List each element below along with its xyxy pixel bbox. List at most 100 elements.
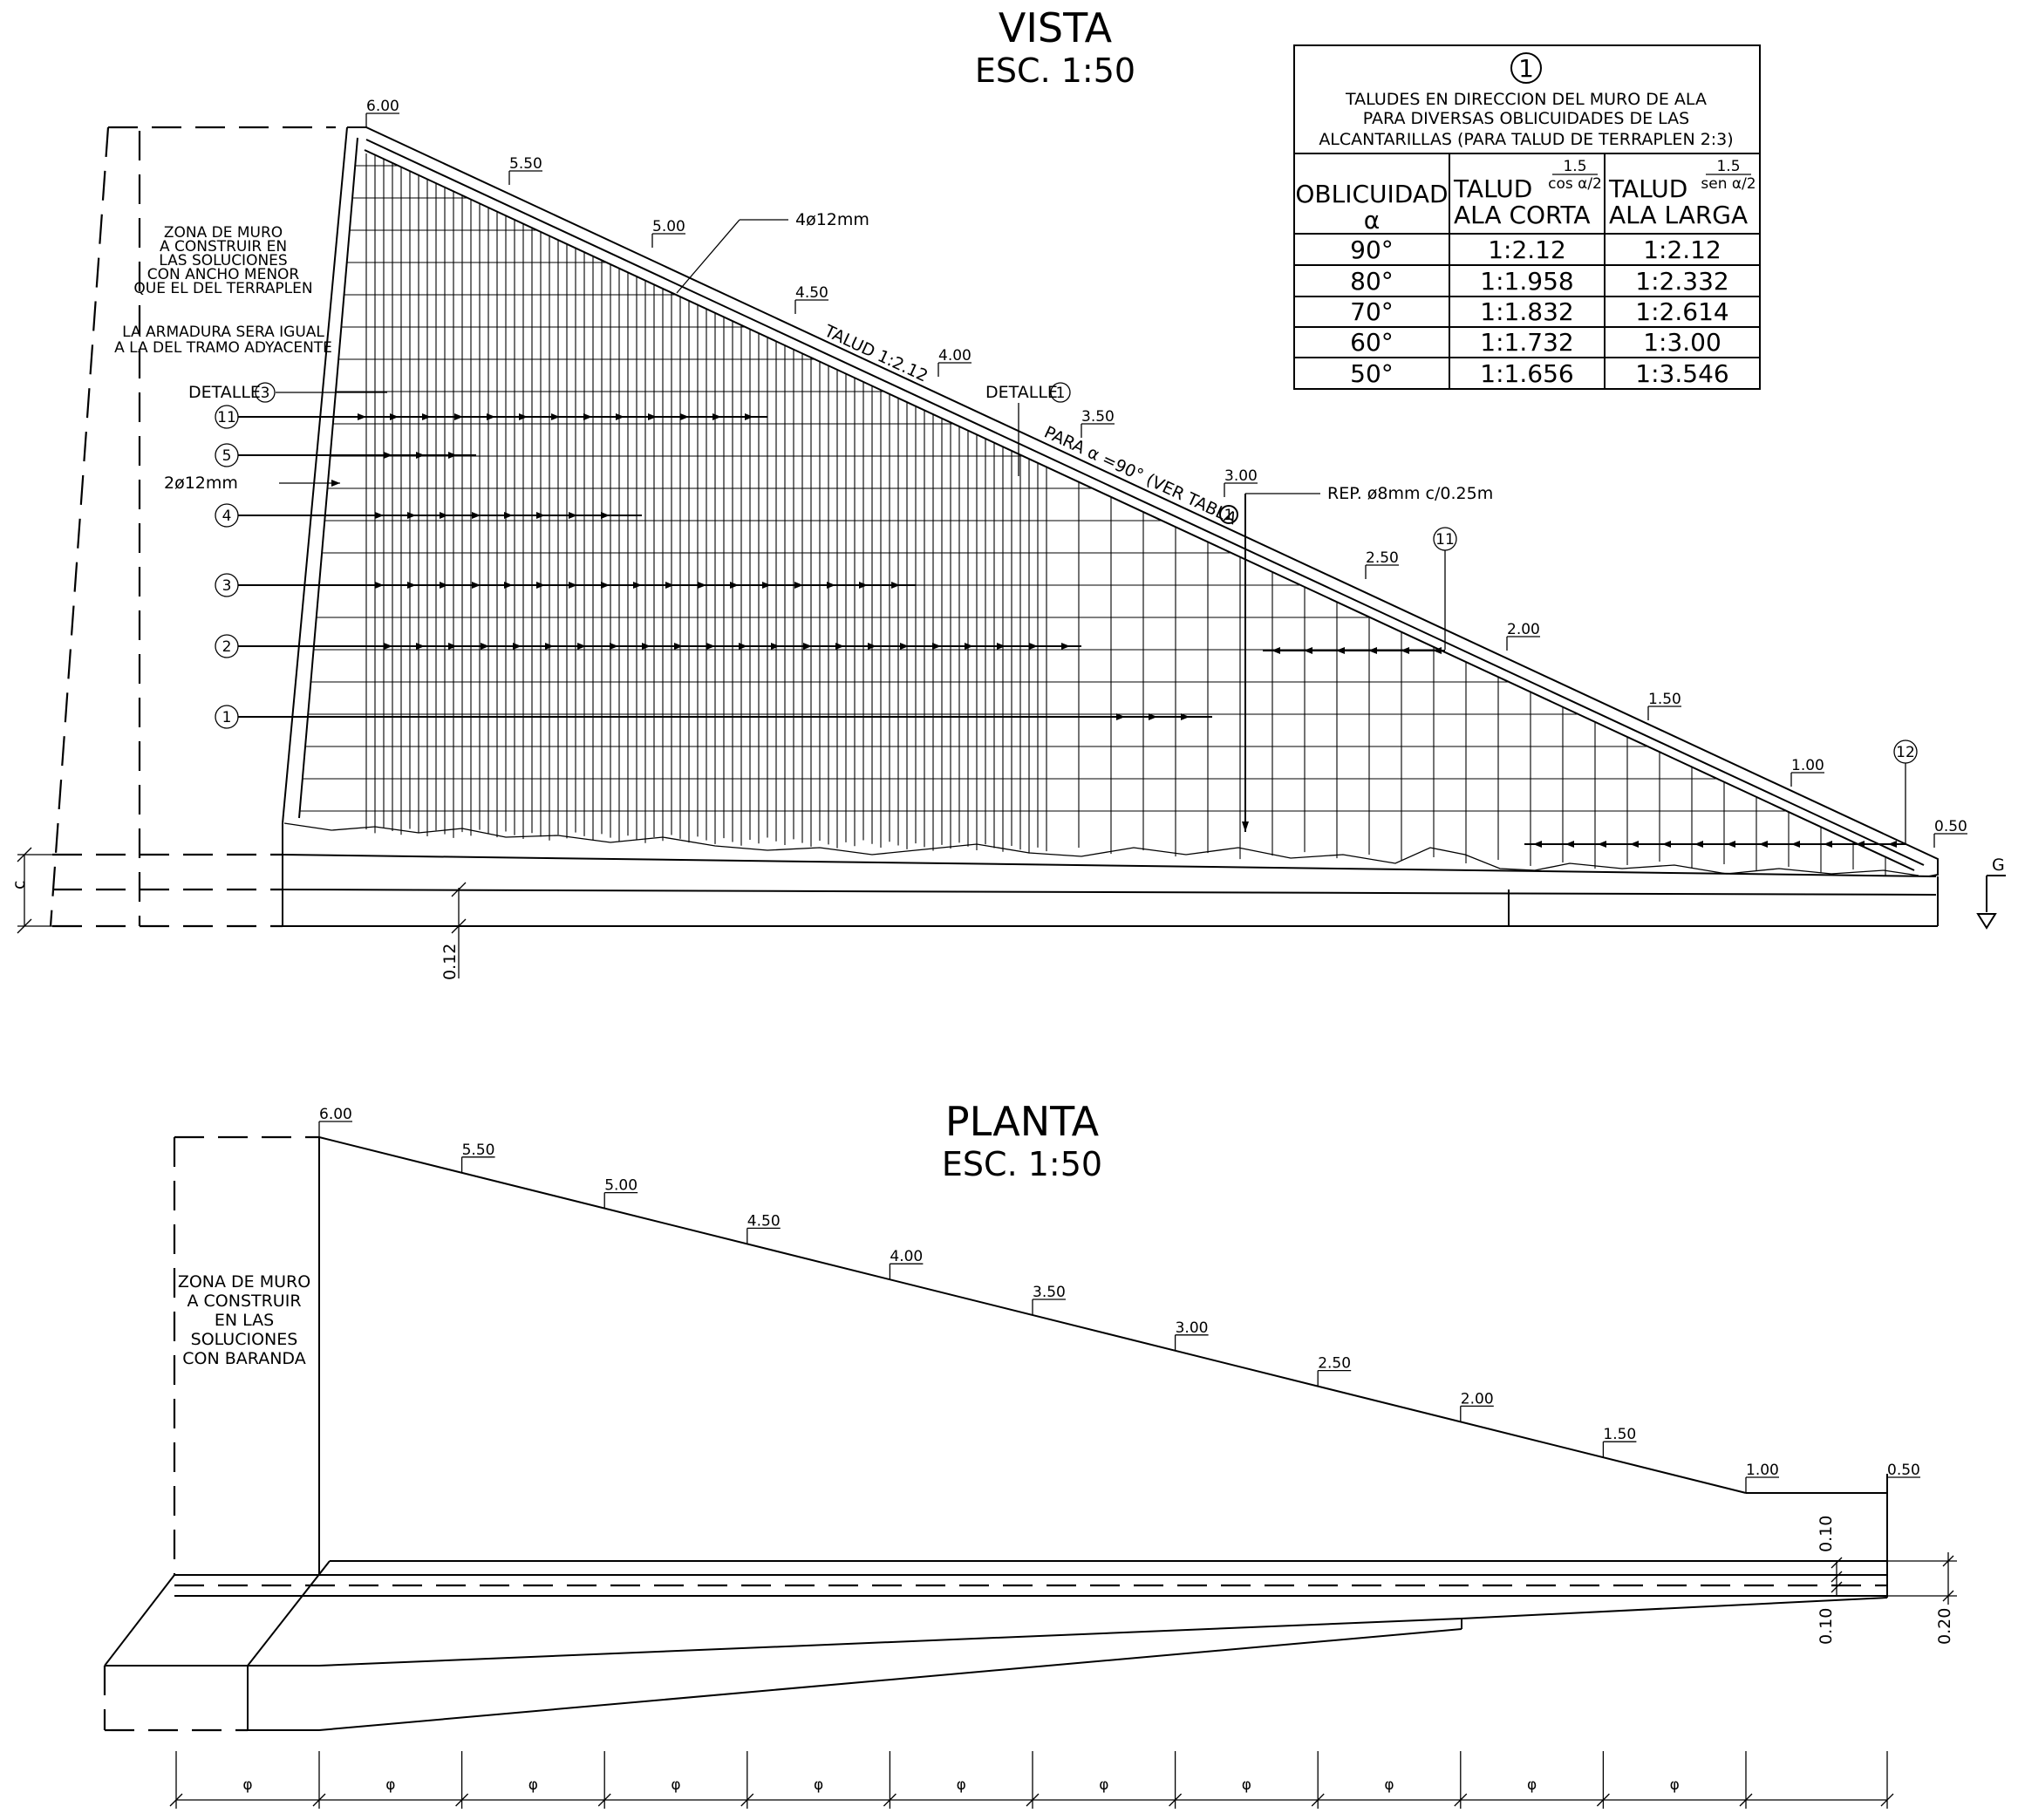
height-label: 6.00: [366, 98, 399, 115]
rebar-arrow: [513, 643, 522, 650]
height-label: 4.50: [747, 1212, 781, 1230]
phi-tick-slash: [740, 1793, 754, 1807]
vista-title: VISTA: [999, 4, 1113, 51]
rebar-arrow: [762, 582, 771, 589]
rebar-marker-label: 3: [222, 577, 232, 595]
rebar-arrow: [601, 512, 610, 519]
phi-tick-slash: [597, 1793, 611, 1807]
rebar-arrow: [1533, 841, 1542, 848]
height-label: 1.00: [1791, 757, 1824, 774]
vista-height-labels: 6.005.505.004.504.003.503.002.502.001.50…: [365, 98, 1967, 848]
planta-height-labels: 6.00 5.50 5.00 4.50 4.00 3.50 3.00 2.50 2.00 1.50…: [318, 1106, 1920, 1493]
rebar-arrow: [803, 643, 812, 650]
header-oblicuidad: OBLICUIDAD: [1295, 180, 1448, 208]
phi-label: φ: [385, 1776, 395, 1794]
rebar-arrow: [375, 512, 384, 519]
rebar-arrow: [384, 452, 392, 459]
vista-zone-note: ZONA DE MURO A CONSTRUIR EN LAS SOLUCION…: [114, 224, 332, 357]
table-cell-ala-corta: 1:2.12: [1488, 235, 1566, 264]
rebar-arrow: [1401, 647, 1409, 654]
svg-text:QUE EL DEL TERRAPLEN: QUE EL DEL TERRAPLEN: [133, 280, 312, 297]
rebar-arrow: [519, 413, 528, 420]
height-label: 3.00: [1176, 1319, 1209, 1337]
rebar-arrow: [545, 643, 554, 650]
detalle-1-num: 1: [1056, 385, 1066, 402]
formula-corta-num: 1.5: [1563, 158, 1586, 175]
bar-2phi12-label: 2ø12mm: [164, 474, 238, 493]
rebar-arrow: [900, 643, 909, 650]
rebar-arrow: [1630, 841, 1639, 848]
rebar-arrow: [1029, 643, 1038, 650]
dim-010-top: 0.10: [1817, 1516, 1836, 1552]
header-ala-larga: ALA LARGA: [1609, 201, 1748, 229]
svg-text:CON BARANDA: CON BARANDA: [182, 1349, 305, 1368]
rebar-arrow: [1368, 647, 1377, 654]
rebar-arrow: [487, 413, 495, 420]
rebar-marker-label: 4: [222, 508, 232, 525]
phi-label: φ: [1242, 1776, 1251, 1794]
height-label: 2.00: [1507, 621, 1540, 638]
rebar-arrow: [1598, 841, 1606, 848]
formula-larga-num: 1.5: [1716, 158, 1740, 175]
height-label: 5.50: [509, 155, 542, 173]
phi-label: φ: [528, 1776, 538, 1794]
phi-tick-slash: [1739, 1793, 1753, 1807]
vista-markers: DETALLE 3 2ø12mm: [164, 382, 387, 493]
phi-label: φ: [242, 1776, 252, 1794]
dim-020: 0.20: [1935, 1608, 1954, 1645]
svg-text:A CONSTRUIR: A CONSTRUIR: [187, 1292, 301, 1311]
rebar-arrow: [454, 413, 463, 420]
height-label: 4.50: [795, 284, 828, 302]
height-label: 2.50: [1318, 1355, 1351, 1373]
rebar-marker-label: 11: [217, 409, 236, 426]
table-cell-oblicuidad: 80°: [1350, 267, 1394, 296]
vista-wall-outline: [282, 126, 1939, 877]
height-label: 5.00: [604, 1177, 637, 1195]
vista-foundation: c 0.12 G: [10, 823, 2006, 980]
vista-scale: ESC. 1:50: [975, 51, 1135, 90]
detalle-1-label: DETALLE: [985, 383, 1058, 402]
rebar-arrow: [1856, 841, 1865, 848]
rebar-arrow: [390, 413, 399, 420]
table-cell-ala-corta: 1:1.732: [1480, 328, 1573, 357]
rebar-arrow: [1694, 841, 1703, 848]
rebar-arrow: [448, 643, 457, 650]
svg-text:A CONSTRUIR EN: A CONSTRUIR EN: [160, 238, 287, 256]
rebar-arrow: [730, 582, 739, 589]
rebar-arrow: [616, 413, 624, 420]
rebar-arrow: [633, 582, 642, 589]
reinforcement-grid: [299, 153, 1886, 876]
height-label: 1.50: [1603, 1426, 1636, 1443]
rebar-arrow: [1791, 841, 1800, 848]
rebar-arrow: [794, 582, 803, 589]
planta-zone-note: ZONA DE MURO A CONSTRUIR EN LAS SOLUCION…: [178, 1272, 310, 1368]
table-cell-ala-corta: 1:1.656: [1480, 359, 1573, 388]
rebar-arrow: [835, 643, 844, 650]
rebar-arrow: [680, 413, 689, 420]
dim-c-label: c: [10, 881, 29, 890]
rebar-arrow: [706, 643, 715, 650]
header-talud-corta: TALUD: [1453, 174, 1532, 203]
height-label: 4.00: [890, 1248, 923, 1265]
rebar-arrow: [1304, 647, 1312, 654]
rebar-arrow: [610, 643, 618, 650]
phi-tick-slash: [1169, 1793, 1183, 1807]
table-title-line-2: PARA DIVERSAS OBLICUIDADES DE LAS: [1363, 109, 1689, 128]
rebar-arrow: [1565, 841, 1574, 848]
rebar-arrow: [965, 643, 973, 650]
rebar-arrow: [536, 512, 545, 519]
header-alpha: α: [1364, 206, 1380, 235]
phi-tick-slash: [312, 1793, 326, 1807]
rebar-arrow: [416, 643, 425, 650]
rebar-arrow: [440, 512, 448, 519]
formula-corta-den: cos α/2: [1548, 175, 1602, 193]
rebar-arrow: [504, 582, 513, 589]
planta-wall-outline: [104, 1136, 1888, 1731]
height-label: 0.50: [1887, 1462, 1920, 1479]
planta-view: PLANTA ESC. 1:50 ZONA DE MURO A CONSTRUI…: [103, 1098, 1957, 1809]
rebar-arrow: [569, 512, 577, 519]
height-label: 0.50: [1934, 818, 1967, 835]
phi-label: φ: [814, 1776, 823, 1794]
rebar-marker-label: 5: [222, 447, 232, 465]
